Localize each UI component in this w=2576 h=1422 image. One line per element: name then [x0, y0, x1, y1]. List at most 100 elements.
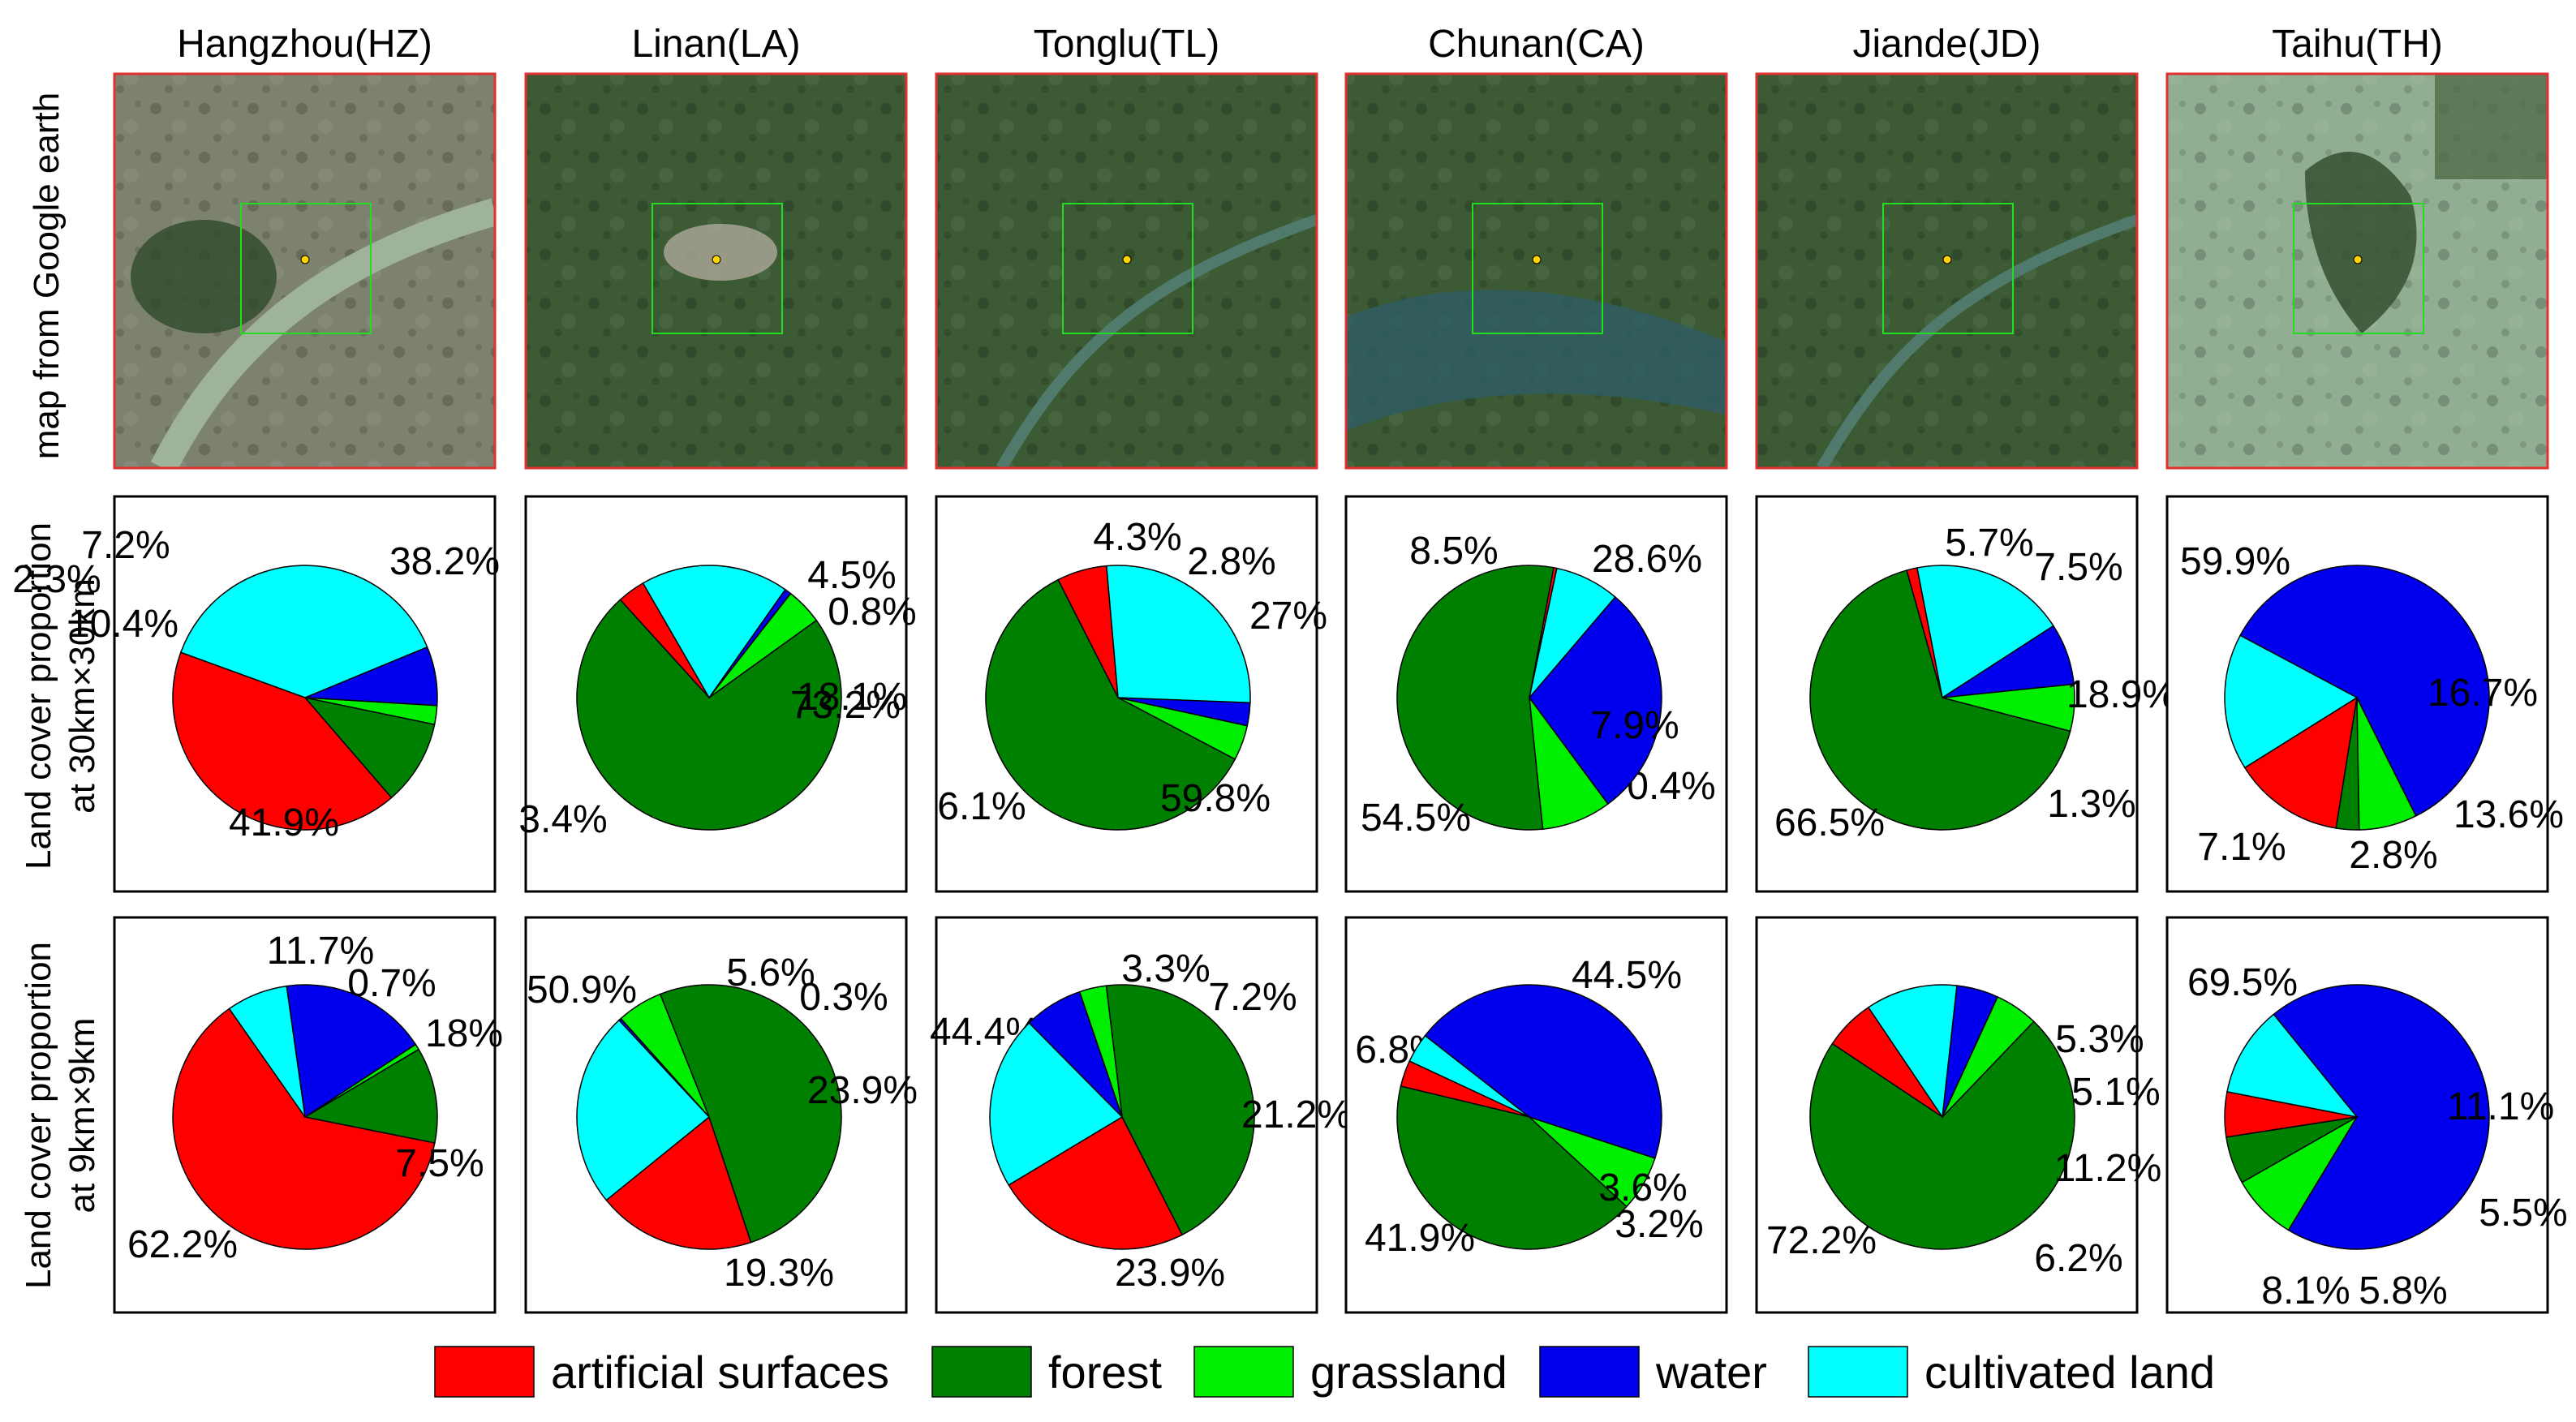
pie-slice-cultivated-land — [642, 565, 786, 699]
pie-slice-label: 5.3% — [2055, 1018, 2144, 1061]
pie-slice-label: 23.9% — [807, 1069, 918, 1112]
pie-slice-label: 38.2% — [389, 540, 500, 583]
pie-slice-label: 7.2% — [81, 524, 170, 567]
pie-slice-cultivated-land — [2226, 1013, 2359, 1119]
site-title: Jiande(JD) — [1852, 23, 2041, 66]
pie-slice-cultivated-land — [228, 985, 306, 1118]
pie-slice-label: 18% — [425, 1012, 503, 1055]
pie-slice-label: 5.7% — [1945, 522, 2033, 565]
google-earth-map — [524, 72, 908, 470]
pie-slice-forest — [303, 1048, 438, 1144]
google-earth-map — [2165, 72, 2549, 470]
pie-slice-label: 3.2% — [1615, 1203, 1703, 1246]
pie-slice-cultivated-land — [989, 1022, 1124, 1186]
legend-swatch — [1808, 1346, 1908, 1398]
legend: artificial surfaces forest grassland water c… — [434, 1346, 2215, 1398]
pie-slice-label: 19.3% — [724, 1252, 834, 1295]
pie-slice-cultivated-land — [179, 565, 428, 698]
pie-slice-label: 7.1% — [2197, 826, 2286, 869]
pie-slice-forest — [1396, 1085, 1628, 1250]
pie-slice-label: 50.9% — [527, 969, 637, 1012]
pie-slice-label: 0.4% — [1627, 765, 1715, 808]
legend-swatch — [1539, 1346, 1640, 1398]
pie-slice-artificial-surfaces — [172, 1007, 436, 1250]
pie-slice-label: 41.9% — [1365, 1217, 1475, 1260]
pie-slice-label: 13.6% — [2453, 793, 2564, 836]
legend-swatch — [931, 1346, 1032, 1398]
pie-slice-label: 5.5% — [2479, 1192, 2567, 1235]
pie-slice-label: 5.6% — [726, 952, 815, 995]
pie-slice-cultivated-land — [1105, 565, 1251, 704]
pie-slice-label: 5.8% — [2359, 1269, 2447, 1312]
pie-slice-label: 16.7% — [2428, 672, 2538, 715]
site-title: Tonglu(TL) — [1034, 23, 1219, 66]
legend-label: cultivated land — [1924, 1347, 2215, 1398]
pie-slice-forest — [1809, 569, 2071, 831]
legend-label: artificial surfaces — [551, 1347, 889, 1398]
pie-slice-label: 7.5% — [2034, 546, 2122, 589]
pie-slice-label: 59.8% — [1160, 777, 1271, 820]
pie-slice-label: 11.2% — [2054, 1147, 2162, 1190]
pie-slice-label: 7.5% — [395, 1142, 484, 1185]
site-title: Linan(LA) — [631, 23, 800, 66]
pie-slice-forest — [1396, 565, 1555, 831]
pie-slice-label: 69.5% — [2187, 961, 2298, 1004]
pie-slice-label: 10.4% — [68, 603, 178, 646]
google-earth-map — [1755, 72, 2139, 470]
pie-slice-label: 8.5% — [1409, 530, 1498, 573]
pie-slice-grassland — [1528, 695, 1609, 830]
site-column: Chunan(CA) 0.4% 54.5% 8.5% 28.6% 7.9% 3.2% 41.9… — [1344, 23, 1728, 1314]
pie-slice-label: 62.2% — [127, 1223, 238, 1266]
pie-slice-label: 23.9% — [1115, 1252, 1225, 1295]
legend-label: grassland — [1310, 1347, 1507, 1398]
pie-slice-label: 2.3% — [12, 558, 101, 601]
pie-slice-forest — [1105, 984, 1255, 1236]
pie-slice-label: 11.1% — [2447, 1085, 2555, 1128]
pie-slice-water — [1529, 595, 1662, 806]
pie-slice-label: 28.6% — [1592, 538, 1702, 581]
pie-slice-label: 11.7% — [267, 930, 375, 973]
pie-slice-label: 73.2% — [790, 684, 901, 727]
pie-slice-forest — [303, 696, 436, 799]
pie-slice-artificial-surfaces — [172, 651, 393, 831]
google-earth-map — [935, 72, 1318, 470]
pie-slice-cultivated-land — [1867, 984, 1958, 1119]
pie-slice-cultivated-land — [1916, 565, 2054, 699]
google-earth-map — [1344, 72, 1728, 470]
site-column: Hangzhou(HZ) 41.9% 10.4%2.3%7.2% 38.2% 62.2%… — [12, 23, 503, 1314]
site-column: Taihu(TH) 13.6% 2.8% 7.1% 59.9% 16.7% 5.5% 5.8%… — [2165, 23, 2568, 1314]
google-earth-map — [113, 72, 497, 470]
row-label-30km-line2: at 30km×30km — [62, 578, 102, 814]
pie-slice-cultivated-land — [576, 1019, 711, 1201]
legend-label: water — [1655, 1347, 1767, 1398]
pie-slice-label: 3.3% — [1121, 947, 1210, 990]
pie-slice-forest — [1809, 1020, 2075, 1250]
legend-label: forest — [1048, 1347, 1162, 1398]
row-label-maps: map from Google earth — [27, 92, 67, 459]
pie-slice-label: 2.8% — [1187, 540, 1275, 583]
pie-slice-label: 8.1% — [2261, 1269, 2350, 1312]
pie-slice-label: 18.1% — [797, 676, 907, 719]
pie-slice-artificial-surfaces — [605, 1115, 752, 1250]
pie-slice-cultivated-land — [1529, 567, 1616, 698]
pie-slice-label: 59.9% — [2180, 540, 2290, 583]
site-column: Jiande(JD) 1.3% 66.5% 5.7%7.5% 18.9% 6.2% 72.2… — [1755, 23, 2177, 1314]
pie-slice-forest — [985, 578, 1236, 831]
site-column: Linan(LA) 3.4% 73.2% 4.5%0.8% 18.1% 19.3% 50.9… — [518, 23, 918, 1314]
row-label-9km-line1: Land cover proportion — [19, 942, 58, 1289]
pie-slice-forest — [576, 599, 842, 831]
pie-slice-cultivated-land — [1408, 1034, 1530, 1118]
row-label-30km-line1: Land cover proportion — [19, 522, 58, 870]
pie-slice-label: 21.2% — [1241, 1093, 1352, 1136]
pie-slice-forest — [659, 984, 842, 1244]
pie-slice-label: 3.6% — [1598, 1166, 1687, 1209]
pie-slice-label: 18.9% — [2066, 673, 2177, 716]
pie-slice-label: 2.8% — [2349, 834, 2437, 877]
pie-slice-artificial-surfaces — [2243, 696, 2359, 829]
pie-slice-label: 0.8% — [828, 591, 916, 634]
pie-slice-label: 41.9% — [229, 801, 339, 844]
pie-slice-label: 1.3% — [2047, 783, 2135, 826]
pie-slice-water — [286, 984, 417, 1119]
pie-slice-label: 6.2% — [2034, 1237, 2122, 1280]
